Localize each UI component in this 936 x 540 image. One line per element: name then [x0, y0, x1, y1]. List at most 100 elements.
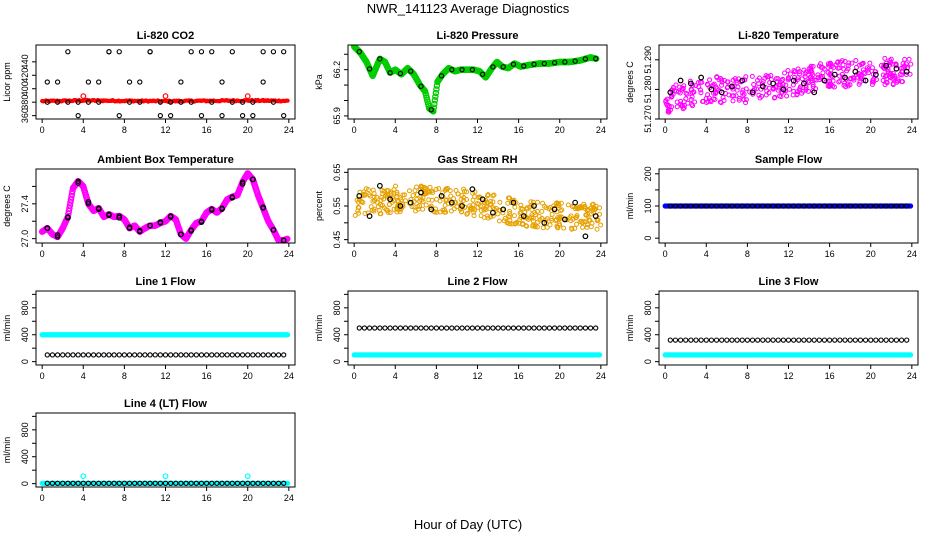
hourly-point — [167, 352, 174, 358]
hourly-point — [214, 480, 220, 486]
hourly-point — [275, 480, 282, 486]
hourly-point — [868, 203, 874, 209]
x-tick-label: 16 — [514, 249, 524, 259]
hourly-point — [811, 203, 817, 209]
data-point — [147, 222, 153, 229]
hourly-point — [178, 79, 184, 85]
cloud-point — [773, 76, 779, 82]
hourly-point — [760, 337, 766, 343]
cloud-point — [908, 61, 914, 67]
hourly-point — [96, 480, 102, 486]
x-tick-label: 8 — [122, 493, 127, 503]
cloud-point — [414, 196, 420, 202]
hourly-point — [397, 325, 404, 331]
x-tick-label: 4 — [81, 125, 86, 135]
hourly-point — [708, 337, 715, 343]
cloud-point — [523, 223, 529, 229]
hourly-point — [469, 325, 476, 331]
data-point — [85, 199, 92, 205]
hourly-point — [796, 337, 802, 343]
hourly-point — [898, 337, 905, 343]
cloud-point — [900, 61, 906, 67]
hourly-point — [801, 337, 807, 343]
hourly-point — [126, 480, 133, 486]
x-tick-label: 8 — [745, 249, 750, 259]
data-point — [244, 93, 251, 100]
cloud-point — [574, 214, 580, 220]
hourly-point — [49, 480, 56, 486]
hourly-point — [739, 337, 745, 343]
series-average — [352, 183, 604, 232]
cloud-point — [565, 202, 571, 208]
x-tick-label: 12 — [160, 125, 170, 135]
hourly-point — [898, 203, 905, 209]
cloud-point — [707, 98, 713, 104]
hourly-point — [377, 325, 383, 331]
cloud-point — [386, 201, 392, 207]
hourly-point — [132, 480, 138, 486]
hourly-point — [147, 352, 153, 358]
cloud-point — [539, 215, 545, 221]
x-tick-label: 4 — [81, 371, 86, 381]
data-point — [244, 473, 251, 480]
cloud-point — [796, 69, 802, 75]
x-tick-label: 4 — [393, 371, 398, 381]
data-point — [718, 89, 725, 96]
hourly-point — [234, 352, 241, 358]
cloud-point — [403, 198, 409, 204]
hourly-point — [562, 59, 568, 65]
data-point — [397, 203, 404, 209]
hourly-point — [70, 480, 76, 486]
hourly-point — [801, 203, 807, 209]
hourly-point — [500, 64, 506, 70]
x-tick-label: 24 — [907, 125, 917, 135]
x-tick-label: 8 — [122, 125, 127, 135]
line-point — [68, 190, 76, 198]
hourly-point — [683, 203, 689, 209]
cloud-point — [535, 199, 541, 205]
panel-title: Line 1 Flow — [136, 276, 196, 288]
data-point — [872, 71, 879, 78]
hourly-point — [582, 325, 589, 331]
data-point — [749, 89, 756, 96]
hourly-point — [904, 337, 910, 343]
hourly-point — [790, 337, 797, 343]
panel-title: Line 4 (LT) Flow — [124, 398, 207, 410]
hourly-point — [862, 337, 869, 343]
hourly-point — [418, 325, 424, 331]
cloud-point — [547, 222, 553, 228]
cloud-point — [763, 92, 769, 98]
data-point — [801, 80, 807, 87]
cloud-point — [465, 210, 471, 216]
cloud-point — [903, 72, 909, 78]
cloud-point — [505, 195, 511, 201]
cloud-point — [453, 187, 459, 193]
y-tick-label: 51.280 — [643, 76, 653, 104]
cloud-point — [689, 94, 695, 100]
series-average — [351, 352, 603, 358]
hourly-point — [770, 337, 776, 343]
flat-point — [285, 332, 291, 338]
hourly-point — [239, 99, 246, 105]
hourly-point — [847, 337, 853, 343]
cloud-point — [808, 74, 814, 80]
cloud-point — [472, 194, 478, 200]
y-tick-label: 51.290 — [643, 46, 653, 74]
series-average — [39, 332, 291, 338]
x-tick-label: 16 — [825, 249, 835, 259]
line-point — [65, 207, 73, 215]
hourly-point — [893, 203, 900, 209]
cloud-point — [555, 225, 561, 231]
hourly-point — [188, 480, 194, 486]
hourly-point — [250, 99, 256, 105]
hourly-point — [132, 352, 138, 358]
hourly-point — [44, 79, 50, 85]
hourly-point — [816, 337, 822, 343]
hourly-point — [126, 352, 133, 358]
data-layer — [39, 332, 291, 358]
cloud-point — [663, 97, 669, 103]
cloud-point — [719, 82, 725, 88]
hourly-point — [80, 480, 86, 486]
cloud-point — [749, 73, 755, 79]
cloud-point — [561, 225, 567, 231]
